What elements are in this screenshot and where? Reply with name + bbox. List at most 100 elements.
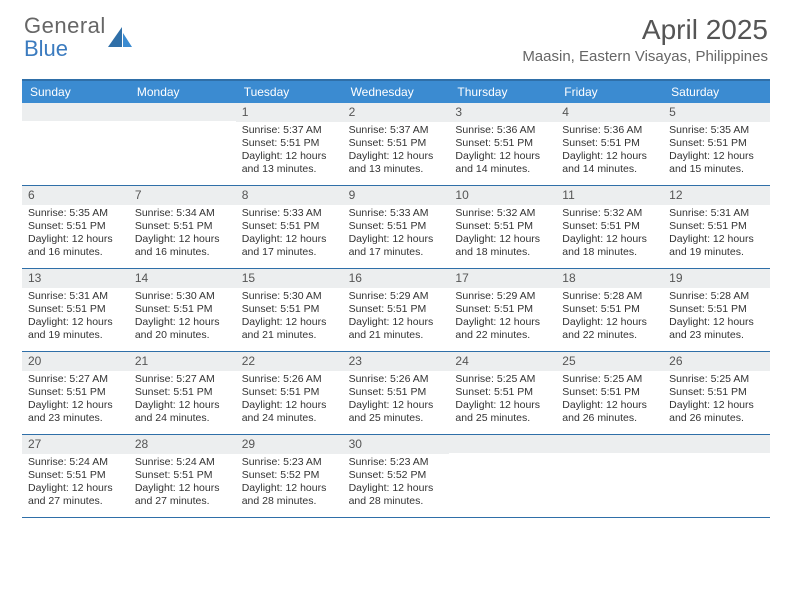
day-cell xyxy=(449,435,556,517)
day-header-cell: Thursday xyxy=(449,81,556,103)
day-cell: 8Sunrise: 5:33 AMSunset: 5:51 PMDaylight… xyxy=(236,186,343,268)
page-title: April 2025 xyxy=(522,14,768,46)
sunrise-line: Sunrise: 5:29 AM xyxy=(349,290,444,303)
sunset-line: Sunset: 5:51 PM xyxy=(28,469,123,482)
daylight-line: Daylight: 12 hours and 28 minutes. xyxy=(349,482,444,508)
sunrise-line: Sunrise: 5:33 AM xyxy=(242,207,337,220)
sunrise-line: Sunrise: 5:37 AM xyxy=(349,124,444,137)
sunrise-line: Sunrise: 5:28 AM xyxy=(669,290,764,303)
day-number: 1 xyxy=(236,103,343,122)
day-body: Sunrise: 5:37 AMSunset: 5:51 PMDaylight:… xyxy=(236,122,343,181)
day-body: Sunrise: 5:25 AMSunset: 5:51 PMDaylight:… xyxy=(663,371,770,430)
day-body: Sunrise: 5:33 AMSunset: 5:51 PMDaylight:… xyxy=(343,205,450,264)
sunset-line: Sunset: 5:51 PM xyxy=(562,303,657,316)
daylight-line: Daylight: 12 hours and 17 minutes. xyxy=(349,233,444,259)
day-number: 13 xyxy=(22,269,129,288)
day-number xyxy=(22,103,129,121)
day-number: 16 xyxy=(343,269,450,288)
daylight-line: Daylight: 12 hours and 19 minutes. xyxy=(28,316,123,342)
daylight-line: Daylight: 12 hours and 13 minutes. xyxy=(242,150,337,176)
day-cell xyxy=(129,103,236,185)
sunset-line: Sunset: 5:51 PM xyxy=(562,137,657,150)
sunrise-line: Sunrise: 5:32 AM xyxy=(562,207,657,220)
sunset-line: Sunset: 5:51 PM xyxy=(349,137,444,150)
sunrise-line: Sunrise: 5:35 AM xyxy=(669,124,764,137)
sunrise-line: Sunrise: 5:25 AM xyxy=(455,373,550,386)
sunset-line: Sunset: 5:51 PM xyxy=(28,303,123,316)
day-cell: 26Sunrise: 5:25 AMSunset: 5:51 PMDayligh… xyxy=(663,352,770,434)
sunrise-line: Sunrise: 5:36 AM xyxy=(455,124,550,137)
day-cell: 17Sunrise: 5:29 AMSunset: 5:51 PMDayligh… xyxy=(449,269,556,351)
daylight-line: Daylight: 12 hours and 20 minutes. xyxy=(135,316,230,342)
day-body: Sunrise: 5:27 AMSunset: 5:51 PMDaylight:… xyxy=(22,371,129,430)
sunrise-line: Sunrise: 5:36 AM xyxy=(562,124,657,137)
day-cell xyxy=(556,435,663,517)
day-cell: 22Sunrise: 5:26 AMSunset: 5:51 PMDayligh… xyxy=(236,352,343,434)
day-cell: 27Sunrise: 5:24 AMSunset: 5:51 PMDayligh… xyxy=(22,435,129,517)
day-header-cell: Wednesday xyxy=(343,81,450,103)
day-body: Sunrise: 5:28 AMSunset: 5:51 PMDaylight:… xyxy=(556,288,663,347)
day-number: 10 xyxy=(449,186,556,205)
sunset-line: Sunset: 5:51 PM xyxy=(669,137,764,150)
day-number: 4 xyxy=(556,103,663,122)
sunrise-line: Sunrise: 5:23 AM xyxy=(242,456,337,469)
day-number: 7 xyxy=(129,186,236,205)
sunset-line: Sunset: 5:51 PM xyxy=(242,220,337,233)
day-number: 24 xyxy=(449,352,556,371)
day-body: Sunrise: 5:37 AMSunset: 5:51 PMDaylight:… xyxy=(343,122,450,181)
daylight-line: Daylight: 12 hours and 16 minutes. xyxy=(135,233,230,259)
daylight-line: Daylight: 12 hours and 23 minutes. xyxy=(669,316,764,342)
day-number: 5 xyxy=(663,103,770,122)
day-number: 27 xyxy=(22,435,129,454)
header: General Blue April 2025 Maasin, Eastern … xyxy=(0,0,792,71)
sunset-line: Sunset: 5:51 PM xyxy=(669,386,764,399)
day-body: Sunrise: 5:27 AMSunset: 5:51 PMDaylight:… xyxy=(129,371,236,430)
daylight-line: Daylight: 12 hours and 18 minutes. xyxy=(455,233,550,259)
day-cell: 29Sunrise: 5:23 AMSunset: 5:52 PMDayligh… xyxy=(236,435,343,517)
day-number: 30 xyxy=(343,435,450,454)
daylight-line: Daylight: 12 hours and 27 minutes. xyxy=(135,482,230,508)
sunrise-line: Sunrise: 5:31 AM xyxy=(28,290,123,303)
day-number: 25 xyxy=(556,352,663,371)
day-cell xyxy=(22,103,129,185)
sunrise-line: Sunrise: 5:29 AM xyxy=(455,290,550,303)
daylight-line: Daylight: 12 hours and 28 minutes. xyxy=(242,482,337,508)
sunrise-line: Sunrise: 5:31 AM xyxy=(669,207,764,220)
day-cell: 24Sunrise: 5:25 AMSunset: 5:51 PMDayligh… xyxy=(449,352,556,434)
week-row: 6Sunrise: 5:35 AMSunset: 5:51 PMDaylight… xyxy=(22,186,770,269)
logo-line2: Blue xyxy=(24,36,68,61)
sunrise-line: Sunrise: 5:37 AM xyxy=(242,124,337,137)
day-body: Sunrise: 5:26 AMSunset: 5:51 PMDaylight:… xyxy=(236,371,343,430)
sunset-line: Sunset: 5:51 PM xyxy=(28,220,123,233)
sunrise-line: Sunrise: 5:27 AM xyxy=(135,373,230,386)
location: Maasin, Eastern Visayas, Philippines xyxy=(522,48,768,65)
week-row: 27Sunrise: 5:24 AMSunset: 5:51 PMDayligh… xyxy=(22,435,770,518)
sunset-line: Sunset: 5:51 PM xyxy=(242,137,337,150)
day-body: Sunrise: 5:24 AMSunset: 5:51 PMDaylight:… xyxy=(22,454,129,513)
daylight-line: Daylight: 12 hours and 27 minutes. xyxy=(28,482,123,508)
sunrise-line: Sunrise: 5:28 AM xyxy=(562,290,657,303)
day-body: Sunrise: 5:29 AMSunset: 5:51 PMDaylight:… xyxy=(449,288,556,347)
day-body: Sunrise: 5:30 AMSunset: 5:51 PMDaylight:… xyxy=(129,288,236,347)
sunrise-line: Sunrise: 5:26 AM xyxy=(349,373,444,386)
sunrise-line: Sunrise: 5:34 AM xyxy=(135,207,230,220)
day-header-cell: Monday xyxy=(129,81,236,103)
day-number: 12 xyxy=(663,186,770,205)
daylight-line: Daylight: 12 hours and 13 minutes. xyxy=(349,150,444,176)
day-cell: 14Sunrise: 5:30 AMSunset: 5:51 PMDayligh… xyxy=(129,269,236,351)
day-number: 2 xyxy=(343,103,450,122)
day-number: 8 xyxy=(236,186,343,205)
day-header-cell: Tuesday xyxy=(236,81,343,103)
sunset-line: Sunset: 5:51 PM xyxy=(135,386,230,399)
sunset-line: Sunset: 5:51 PM xyxy=(135,303,230,316)
day-number: 11 xyxy=(556,186,663,205)
sunrise-line: Sunrise: 5:23 AM xyxy=(349,456,444,469)
day-number: 6 xyxy=(22,186,129,205)
daylight-line: Daylight: 12 hours and 16 minutes. xyxy=(28,233,123,259)
sunrise-line: Sunrise: 5:26 AM xyxy=(242,373,337,386)
day-number: 9 xyxy=(343,186,450,205)
sunrise-line: Sunrise: 5:27 AM xyxy=(28,373,123,386)
day-number xyxy=(129,103,236,121)
day-number: 17 xyxy=(449,269,556,288)
day-cell: 12Sunrise: 5:31 AMSunset: 5:51 PMDayligh… xyxy=(663,186,770,268)
